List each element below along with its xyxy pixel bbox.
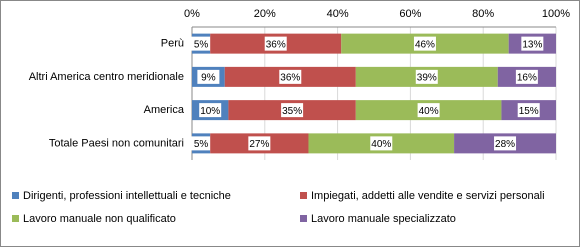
value-label: 27% bbox=[249, 139, 269, 150]
legend-label: Lavoro manuale non qualificato bbox=[23, 213, 176, 225]
value-label: 15% bbox=[519, 106, 539, 117]
value-label-box bbox=[415, 69, 438, 84]
value-label: 40% bbox=[419, 106, 439, 117]
value-label-box bbox=[521, 36, 544, 51]
legend-swatch bbox=[300, 215, 307, 222]
value-label: 46% bbox=[415, 39, 435, 50]
y-tick-label: America bbox=[144, 104, 185, 116]
x-tick-label: 60% bbox=[399, 8, 421, 20]
x-tick-label: 0% bbox=[184, 8, 200, 20]
value-label-box bbox=[264, 36, 287, 51]
value-label-box bbox=[281, 103, 304, 118]
value-label-box bbox=[370, 136, 393, 151]
y-tick-label: Perù bbox=[161, 38, 184, 50]
legend-label: Lavoro manuale specializzato bbox=[311, 213, 456, 225]
value-label: 40% bbox=[371, 139, 391, 150]
value-label-box bbox=[190, 36, 213, 51]
value-label-box bbox=[190, 136, 213, 151]
y-tick-label: Altri America centro meridionale bbox=[29, 71, 184, 83]
value-label-box bbox=[494, 136, 517, 151]
value-label: 39% bbox=[417, 73, 437, 84]
value-label: 36% bbox=[266, 39, 286, 50]
value-label: 5% bbox=[194, 39, 209, 50]
value-label-box bbox=[417, 103, 440, 118]
value-label: 28% bbox=[495, 139, 515, 150]
x-tick-label: 100% bbox=[542, 8, 570, 20]
value-label-box bbox=[199, 103, 222, 118]
y-tick-label: Totale Paesi non comunitari bbox=[49, 137, 184, 149]
legend-swatch bbox=[12, 192, 19, 199]
x-tick-label: 20% bbox=[254, 8, 276, 20]
value-label: 10% bbox=[200, 106, 220, 117]
value-label-box bbox=[515, 69, 538, 84]
x-tick-label: 80% bbox=[472, 8, 494, 20]
value-label: 13% bbox=[522, 39, 542, 50]
legend-label: Dirigenti, professioni intellettuali e t… bbox=[23, 190, 231, 202]
value-label: 9% bbox=[201, 73, 216, 84]
value-label-box bbox=[413, 36, 436, 51]
value-label-box bbox=[279, 69, 302, 84]
x-tick-label: 40% bbox=[327, 8, 349, 20]
value-label: 16% bbox=[517, 73, 537, 84]
value-label: 36% bbox=[280, 73, 300, 84]
legend-swatch bbox=[12, 215, 19, 222]
value-label-box bbox=[517, 103, 540, 118]
legend-label: Impiegati, addetti alle vendite e serviz… bbox=[311, 190, 545, 202]
value-label-box bbox=[248, 136, 271, 151]
value-label: 5% bbox=[194, 139, 209, 150]
value-label: 35% bbox=[282, 106, 302, 117]
value-label-box bbox=[197, 69, 220, 84]
legend-swatch bbox=[300, 192, 307, 199]
